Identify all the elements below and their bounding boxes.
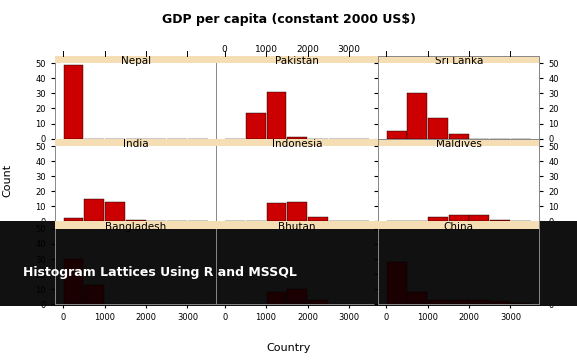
Bar: [84, 199, 104, 221]
Text: GDP per capita (constant 2000 US$): GDP per capita (constant 2000 US$): [162, 13, 415, 26]
Text: 0: 0: [222, 45, 227, 54]
Bar: [267, 92, 286, 139]
Text: Bhutan: Bhutan: [279, 222, 316, 232]
Bar: [63, 259, 84, 304]
Text: 1000: 1000: [254, 45, 278, 54]
Bar: [378, 221, 539, 229]
Bar: [378, 139, 539, 146]
Bar: [387, 131, 407, 139]
Bar: [246, 113, 265, 139]
Bar: [490, 301, 510, 304]
Bar: [428, 300, 448, 304]
Bar: [126, 220, 145, 221]
Bar: [55, 221, 216, 229]
Text: Indonesia: Indonesia: [272, 139, 323, 149]
Text: India: India: [123, 139, 148, 149]
Text: Maldives: Maldives: [436, 139, 482, 149]
Bar: [267, 203, 286, 221]
Bar: [287, 137, 307, 139]
Text: Histogram Lattices Using R and MSSQL: Histogram Lattices Using R and MSSQL: [23, 266, 297, 279]
Text: Pakistan: Pakistan: [275, 56, 319, 66]
Bar: [387, 262, 407, 304]
Bar: [308, 217, 328, 221]
Bar: [63, 219, 84, 221]
Bar: [490, 220, 510, 221]
Bar: [287, 202, 307, 221]
Bar: [287, 289, 307, 304]
Bar: [308, 300, 328, 304]
Bar: [511, 303, 531, 304]
Bar: [407, 94, 427, 139]
Bar: [216, 221, 378, 229]
Bar: [84, 285, 104, 304]
Bar: [55, 139, 216, 146]
Text: 3000: 3000: [338, 45, 361, 54]
Bar: [428, 217, 448, 221]
Bar: [470, 300, 489, 304]
Text: Count: Count: [2, 163, 12, 197]
Text: Nepal: Nepal: [121, 56, 151, 66]
Bar: [63, 65, 84, 139]
Bar: [407, 292, 427, 304]
Bar: [449, 300, 469, 304]
Text: 2000: 2000: [296, 45, 319, 54]
Bar: [216, 56, 378, 63]
Text: Country: Country: [267, 343, 310, 353]
Bar: [267, 292, 286, 304]
Bar: [449, 215, 469, 221]
Text: Sri Lanka: Sri Lanka: [434, 56, 483, 66]
Bar: [449, 134, 469, 139]
Bar: [105, 202, 125, 221]
Bar: [428, 117, 448, 139]
Bar: [378, 56, 539, 63]
Text: Bangladesh: Bangladesh: [105, 222, 166, 232]
Bar: [55, 56, 216, 63]
Bar: [216, 139, 378, 146]
Text: China: China: [444, 222, 474, 232]
Bar: [470, 215, 489, 221]
